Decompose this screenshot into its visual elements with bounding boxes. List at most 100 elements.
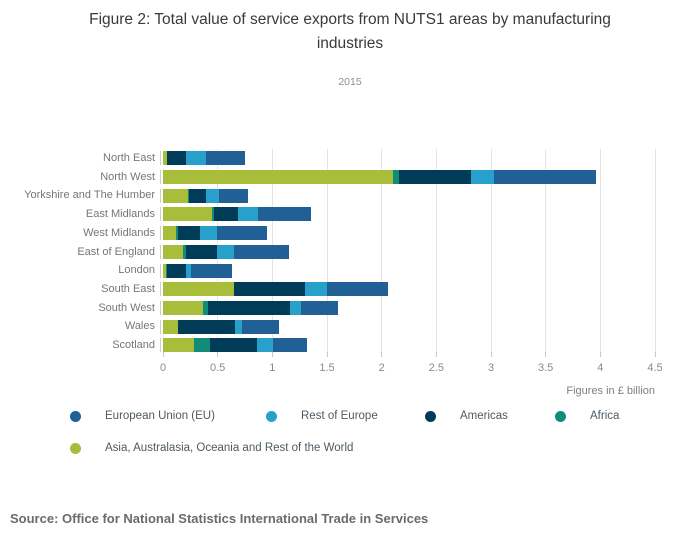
gridline [326,149,328,353]
bar-segment-americas [167,151,186,166]
legend-marker-rest-of-europe [266,410,277,422]
bar-track [163,338,655,353]
bar-track [163,170,655,185]
y-axis-tick [160,207,161,222]
bar-segment-asia-australasia-oceania-and-rest-of-the-world [163,319,179,334]
bar-row: South West [0,299,700,318]
x-axis-tickmark [162,352,164,357]
x-axis-tickmark [381,352,383,357]
bar-segment-africa [166,263,168,278]
y-axis-tick [160,170,161,185]
bar-segment-africa [203,300,208,315]
x-axis-tick-label: 3 [487,362,495,374]
bar-segment-africa [182,244,186,259]
y-axis-tick [160,226,161,241]
bar-segment-asia-australasia-oceania-and-rest-of-the-world [163,244,183,259]
bar-row: Scotland [0,336,700,355]
bar-track [163,244,655,259]
bar-segment-european-union-eu [191,263,232,278]
bar-track [163,263,655,278]
x-axis-tick-label: 1 [269,362,276,374]
legend-item-americas: Americas [425,409,508,423]
bar-segment-european-union-eu [258,207,311,222]
bar-segment-rest-of-europe [238,207,259,222]
bar-segment-asia-australasia-oceania-and-rest-of-the-world [163,170,393,185]
legend-item-european-union-eu: European Union (EU) [70,409,215,423]
legend-item-rest-of-europe: Rest of Europe [266,409,378,423]
chart-subtitle: 2015 [338,76,362,88]
bar-segment-americas [207,300,290,315]
category-label: West Midlands [83,226,155,239]
category-label: Scotland [112,339,155,351]
bar-segment-rest-of-europe [235,319,242,334]
gridline [654,149,656,353]
gridline [490,149,492,353]
y-axis-tick [160,244,161,259]
bar-track [163,300,655,315]
bar-segment-africa [212,207,215,222]
x-axis-tickmark [599,352,601,357]
category-label: East Midlands [85,208,155,221]
bar-segment-americas [185,244,217,259]
x-axis-tick-label: 4.5 [647,362,663,374]
bar-segment-americas [214,207,239,222]
bar-segment-asia-australasia-oceania-and-rest-of-the-world [163,151,168,166]
legend-marker-africa [555,410,566,422]
bar-segment-asia-australasia-oceania-and-rest-of-the-world [163,207,213,222]
bar-segment-americas [178,319,236,334]
bar-segment-rest-of-europe [205,188,219,203]
legend-label: Americas [460,410,508,422]
x-axis-tickmark [217,352,219,357]
bar-track [163,282,655,297]
bar-segment-european-union-eu [216,226,267,241]
x-axis-tickmark [545,352,547,357]
y-axis-tick [160,263,161,278]
bar-track [163,151,655,166]
legend-marker-european-union-eu [70,410,81,422]
bar-segment-european-union-eu [300,300,338,315]
source-note: Source: Office for National Statistics I… [10,511,429,526]
category-label: North East [103,152,155,164]
legend-marker-americas [425,410,436,422]
bar-row: Yorkshire and The Humber [0,186,700,205]
bar-segment-rest-of-europe [305,282,327,297]
x-axis-tickmark [271,352,273,357]
bar-track [163,207,655,222]
bar-segment-americas [178,226,201,241]
bar-segment-americas [167,263,186,278]
bar-row: Wales [0,317,700,336]
bar-row: East Midlands [0,205,700,224]
gridline [599,149,601,353]
bar-segment-asia-australasia-oceania-and-rest-of-the-world [163,338,194,353]
bar-segment-european-union-eu [494,170,596,185]
bar-segment-rest-of-europe [185,263,192,278]
bar-segment-asia-australasia-oceania-and-rest-of-the-world [163,188,189,203]
x-axis-tick-label: 3.5 [538,362,554,374]
bar-segment-africa [188,188,190,203]
bar-segment-asia-australasia-oceania-and-rest-of-the-world [163,226,177,241]
x-axis-tick-label: 0 [159,362,167,374]
category-label: North West [100,170,155,183]
bar-segment-asia-australasia-oceania-and-rest-of-the-world [163,300,204,315]
x-axis-tickmark [326,352,328,357]
category-label: East of England [77,245,155,258]
y-axis-tick [160,300,161,315]
bar-segment-european-union-eu [326,282,389,297]
legend-label: Asia, Australasia, Oceania and Rest of t… [105,442,354,454]
bar-segment-asia-australasia-oceania-and-rest-of-the-world [163,263,167,278]
bar-segment-european-union-eu [205,151,245,166]
legend-label: Rest of Europe [301,410,378,422]
x-axis-title: Figures in £ billion [566,385,655,397]
bar-segment-european-union-eu [273,338,308,353]
bar-track [163,188,655,203]
x-axis-tick-label: 2.5 [428,362,444,374]
category-label: Wales [124,320,155,333]
x-axis-tick-label: 1.5 [319,362,335,374]
gridline [381,149,383,353]
bar-segment-africa [176,226,179,241]
gridline [545,149,547,353]
x-axis-tickmark [435,352,437,357]
bar-segment-americas [399,170,472,185]
legend-label: European Union (EU) [105,410,215,422]
